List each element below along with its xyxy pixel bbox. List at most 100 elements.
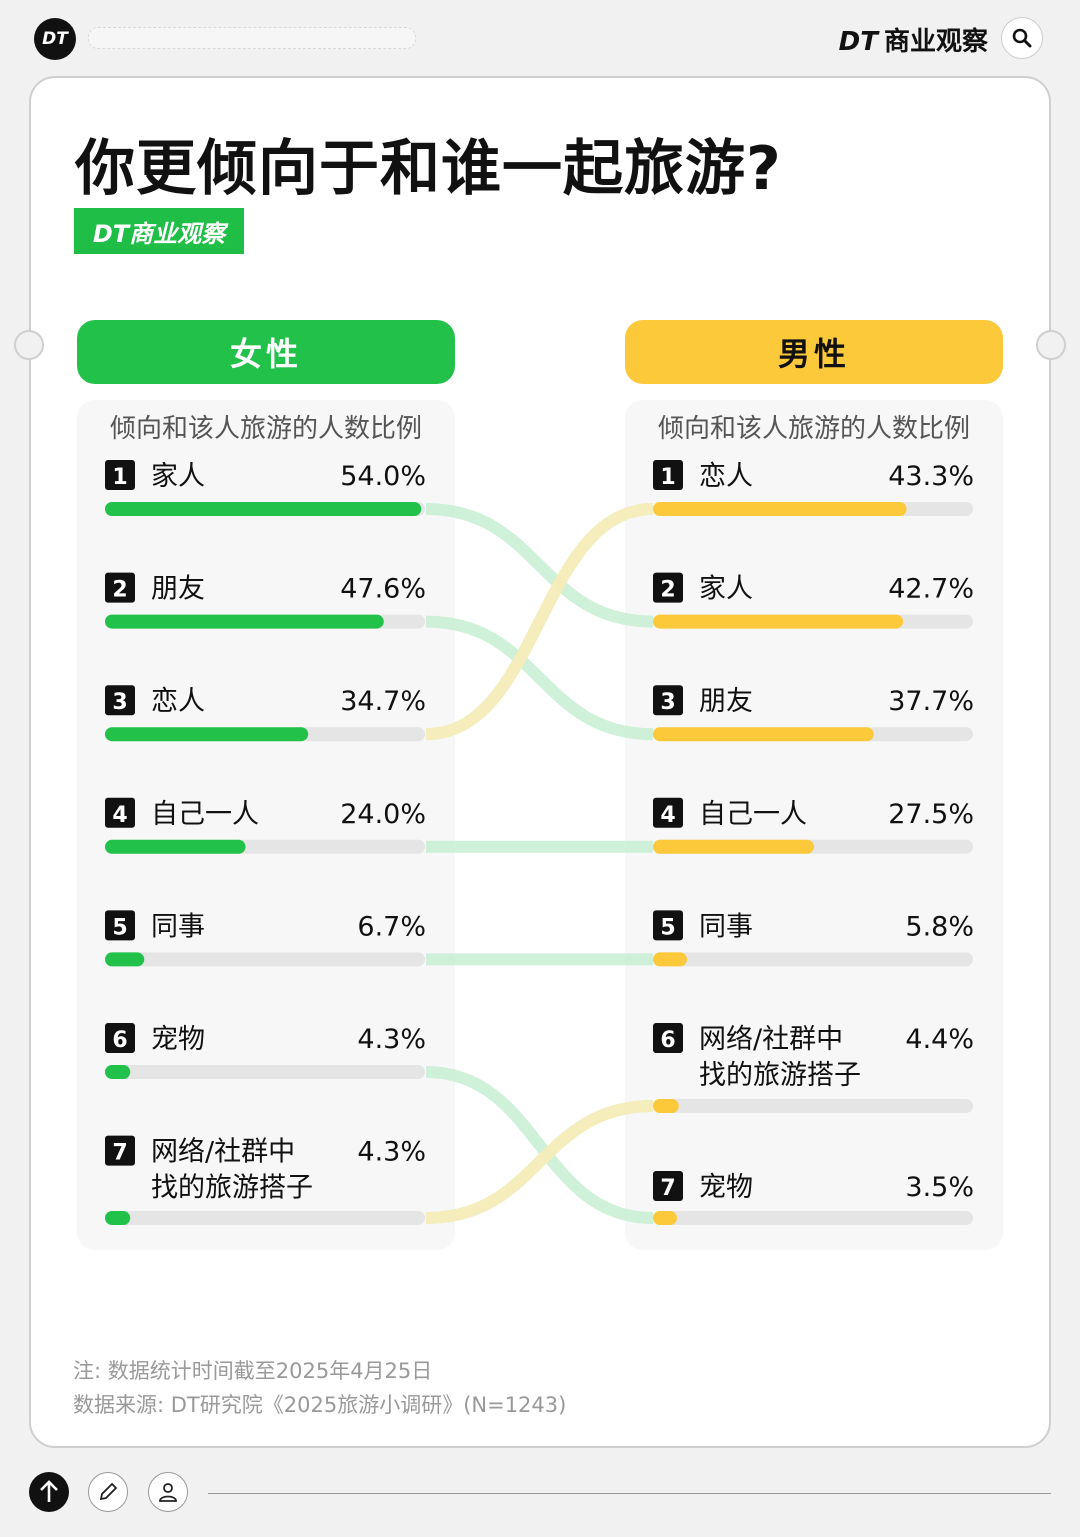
male-bar-track-7 — [653, 1211, 973, 1225]
male-link-1 — [425, 503, 654, 741]
female-rank-number-4: 4 — [112, 803, 127, 828]
female-bar-3 — [105, 727, 309, 742]
male-bar-7 — [653, 1211, 677, 1225]
female-rank-badge-7 — [105, 1135, 135, 1166]
male-bar-1 — [653, 502, 907, 516]
female-bar-1 — [105, 502, 422, 516]
brand-name: DT 商业观察 — [838, 27, 988, 57]
male-item-label-7: 宠物 — [699, 1172, 753, 1203]
female-rank-number-3: 3 — [112, 690, 127, 715]
bottom-toolbar — [0, 1458, 1080, 1537]
male-rank-badge-6 — [653, 1023, 683, 1053]
female-rank-number-6: 6 — [112, 1028, 127, 1053]
female-rank-badge-2 — [105, 572, 135, 603]
female-rank-number-7: 7 — [112, 1141, 127, 1166]
arrow-up-icon — [40, 1480, 58, 1502]
female-bar-track-5 — [105, 952, 425, 967]
female-rank-badge-5 — [105, 910, 135, 941]
female-value-label-4: 24.0% — [340, 799, 426, 830]
female-bar-track-6 — [105, 1065, 425, 1079]
footer-note: 注: 数据统计时间截至2025年4月25日 — [73, 1359, 433, 1383]
male-rank-badge-5 — [653, 910, 683, 941]
brand-badge: DT商业观察 — [74, 208, 244, 254]
male-value-label-7: 3.5% — [905, 1172, 974, 1203]
male-item-label-2: 家人 — [699, 574, 753, 605]
address-bar[interactable] — [88, 27, 416, 49]
female-item-label-5: 同事 — [151, 911, 205, 942]
toolbar-divider — [208, 1493, 1051, 1494]
female-link-2 — [425, 615, 654, 741]
female-bar-2 — [105, 614, 384, 629]
male-link-6 — [425, 1100, 654, 1224]
female-item-label-3: 恋人 — [151, 686, 205, 717]
dt-logo-icon[interactable]: DT — [34, 18, 76, 60]
female-item-label-6: 宠物 — [151, 1024, 205, 1055]
pencil-icon — [99, 1482, 118, 1501]
female-bar-5 — [105, 952, 145, 967]
male-item-label-1: 恋人 — [699, 461, 753, 492]
male-rank-number-5: 5 — [660, 915, 675, 940]
female-rank-number-5: 5 — [112, 915, 127, 940]
male-rank-number-2: 2 — [660, 578, 675, 603]
male-bar-4 — [653, 839, 815, 854]
female-bar-4 — [105, 839, 246, 854]
female-value-label-5: 6.7% — [357, 911, 426, 942]
male-item-label-5: 同事 — [699, 911, 753, 942]
male-rank-number-3: 3 — [660, 690, 675, 715]
male-item-label-4: 自己一人 — [699, 799, 807, 830]
male-value-label-3: 37.7% — [888, 686, 974, 717]
search-icon — [1012, 28, 1032, 48]
female-rank-badge-3 — [105, 685, 135, 716]
card-notch-right — [1036, 330, 1066, 360]
male-rank-number-1: 1 — [660, 465, 675, 490]
male-value-label-5: 5.8% — [905, 911, 974, 942]
male-bar-3 — [653, 727, 874, 742]
card-notch-left — [14, 330, 44, 360]
female-rank-badge-1 — [105, 460, 135, 490]
female-header: 女性 — [77, 320, 455, 384]
male-bar-track-6 — [653, 1099, 973, 1113]
female-value-label-2: 47.6% — [340, 574, 426, 605]
top-bar: DT DT 商业观察 — [0, 0, 1080, 76]
male-header: 男性 — [625, 320, 1003, 384]
male-bar-6 — [653, 1099, 679, 1113]
male-rank-badge-4 — [653, 797, 683, 828]
male-rank-badge-7 — [653, 1171, 683, 1201]
female-rank-number-1: 1 — [112, 465, 127, 490]
female-item-label-1: 家人 — [151, 461, 205, 492]
male-bar-2 — [653, 614, 904, 629]
page-title: 你更倾向于和谁一起旅游? — [75, 134, 782, 204]
female-value-label-3: 34.7% — [340, 686, 426, 717]
female-item-label-4: 自己一人 — [151, 799, 259, 830]
male-rank-badge-2 — [653, 572, 683, 603]
female-value-label-6: 4.3% — [357, 1024, 426, 1055]
male-value-label-6: 4.4% — [905, 1024, 974, 1055]
male-item-label-6: 找的旅游搭子 — [699, 1060, 861, 1091]
profile-button[interactable] — [148, 1472, 188, 1512]
female-link-6 — [425, 1066, 654, 1224]
male-value-label-4: 27.5% — [888, 799, 974, 830]
male-value-label-1: 43.3% — [888, 461, 974, 492]
female-item-label-7: 找的旅游搭子 — [151, 1173, 313, 1204]
footer-source: 数据来源: DT研究院《2025旅游小调研》(N=1243) — [73, 1393, 567, 1417]
female-value-label-1: 54.0% — [340, 461, 426, 492]
female-link-1 — [425, 503, 654, 628]
male-rank-number-6: 6 — [660, 1028, 675, 1053]
male-item-label-6: 网络/社群中 — [699, 1024, 843, 1055]
female-rank-badge-6 — [105, 1023, 135, 1053]
male-item-label-3: 朋友 — [699, 686, 753, 717]
search-button[interactable] — [1001, 17, 1043, 59]
female-item-label-2: 朋友 — [151, 574, 205, 605]
male-rank-number-7: 7 — [660, 1176, 675, 1201]
male-subtitle: 倾向和该人旅游的人数比例 — [657, 414, 970, 444]
male-rank-number-4: 4 — [660, 803, 675, 828]
male-value-label-2: 42.7% — [888, 574, 974, 605]
edit-button[interactable] — [88, 1472, 128, 1512]
scroll-top-button[interactable] — [29, 1472, 69, 1512]
male-rank-badge-1 — [653, 460, 683, 490]
female-rank-badge-4 — [105, 797, 135, 828]
female-panel — [77, 400, 455, 1250]
female-subtitle: 倾向和该人旅游的人数比例 — [109, 414, 422, 444]
female-bar-7 — [105, 1211, 131, 1225]
